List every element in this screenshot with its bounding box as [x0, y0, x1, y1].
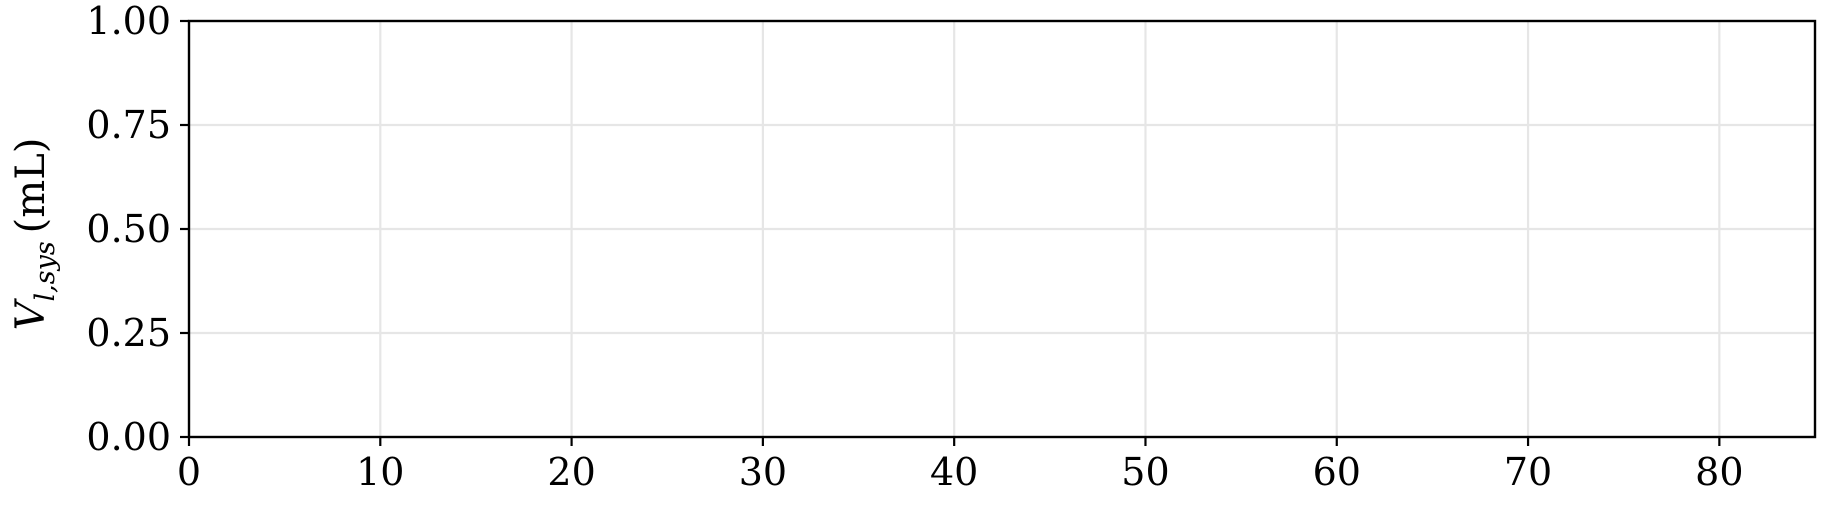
- grid-lines: [189, 21, 1815, 437]
- y-tick-label: 0.50: [86, 207, 171, 251]
- y-tick-label: 1.00: [86, 0, 171, 43]
- y-axis-label-main: V: [8, 297, 54, 330]
- y-tick-labels: 0.00 0.25 0.50 0.75 1.00: [86, 0, 171, 459]
- y-tick-label: 0.25: [86, 311, 171, 355]
- x-tick-label: 30: [739, 450, 787, 494]
- x-tick-label: 60: [1313, 450, 1361, 494]
- y-tick-label: 0.00: [86, 415, 171, 459]
- y-tick-label: 0.75: [86, 103, 171, 147]
- y-axis-label-subscript: l,sys: [30, 241, 61, 301]
- y-axis-label: Vl,sys (mL): [8, 138, 61, 331]
- x-tick-labels: 0 10 20 30 40 50 60 70 80: [177, 450, 1744, 494]
- x-tick-label: 50: [1121, 450, 1169, 494]
- tick-marks: [180, 19, 1721, 446]
- x-tick-label: 80: [1695, 450, 1743, 494]
- x-tick-label: 70: [1504, 450, 1552, 494]
- x-tick-label: 0: [177, 450, 201, 494]
- x-tick-label: 20: [547, 450, 595, 494]
- x-tick-label: 10: [356, 450, 404, 494]
- y-axis-label-unit: (mL): [8, 138, 54, 234]
- x-tick-label: 40: [930, 450, 978, 494]
